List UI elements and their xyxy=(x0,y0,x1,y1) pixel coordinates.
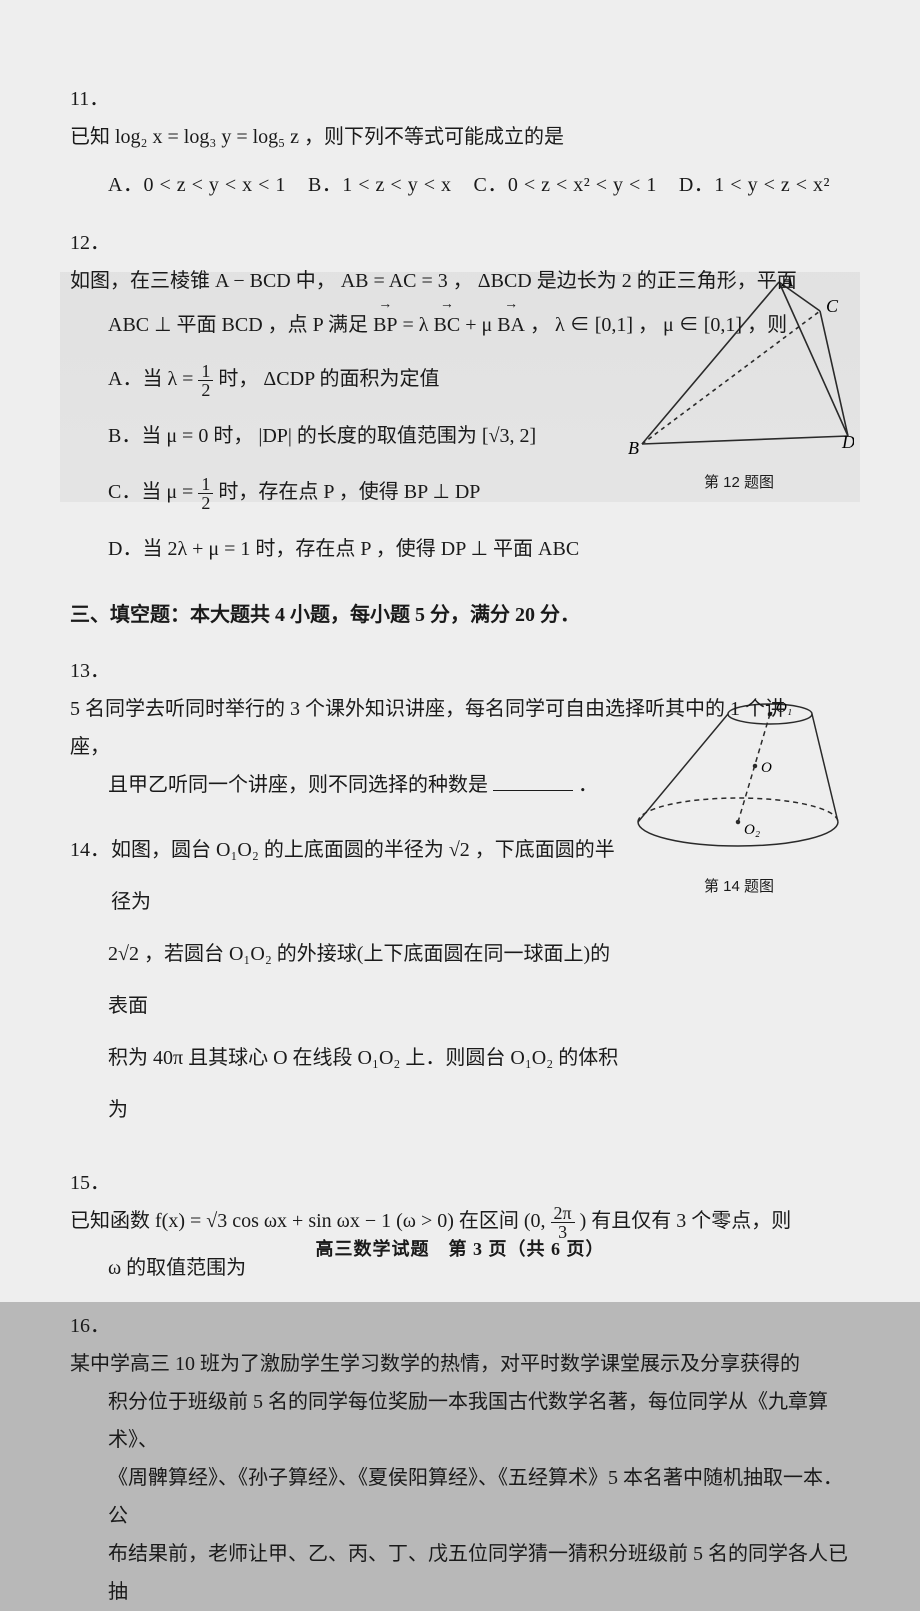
q16-l1: 某中学高三 10 班为了激励学生学习数学的热情，对平时数学课堂展示及分享获得的 xyxy=(70,1345,810,1383)
frac-d: 3 xyxy=(551,1223,575,1241)
exam-page: 11． 已知 log₂ x = log₃ y = log₅ z ，则下列不等式可… xyxy=(0,0,920,1302)
section-3-header: 三、填空题：本大题共 4 小题，每小题 5 分，满分 20 分． xyxy=(70,596,850,634)
q12-optD: D．当 2λ + μ = 1 时，存在点 P ，使得 DP ⊥ 平面 ABC xyxy=(108,530,850,568)
q14-l3: 积为 40π 且其球心 O 在线段 O₁O₂ 上．则圆台 O₁O₂ 的体积为 xyxy=(108,1032,628,1136)
q11-optB: B．1 < z < y < x xyxy=(308,174,452,196)
page-content: 11． 已知 log₂ x = log₃ y = log₅ z ，则下列不等式可… xyxy=(70,80,850,1611)
q15-l1b: ) 有且仅有 3 个零点，则 xyxy=(580,1210,792,1232)
q12-optB: B．当 μ = 0 时， |DP| 的长度的取值范围为 [√3, 2] xyxy=(108,417,850,455)
q12-C2: 时，存在点 P ，使得 BP ⊥ DP xyxy=(218,481,480,503)
frac-half-A: 1 2 xyxy=(198,362,213,399)
q16-l4: 布结果前，老师让甲、乙、丙、丁、戊五位同学猜一猜积分班级前 5 名的同学各人已抽 xyxy=(108,1535,850,1611)
question-16: 16． 某中学高三 10 班为了激励学生学习数学的热情，对平时数学课堂展示及分享… xyxy=(70,1307,850,1611)
vec-BA: BA xyxy=(497,306,525,344)
q16-number: 16． xyxy=(70,1307,106,1345)
q16-l3: 《周髀算经》、《孙子算经》、《夏侯阳算经》、《五经算术》5 本名著中随机抽取一本… xyxy=(108,1459,850,1535)
q12-optC: C．当 μ = 1 2 时，存在点 P ，使得 BP ⊥ DP xyxy=(108,473,850,512)
q12-l2b: ， λ ∈ [0,1] ， μ ∈ [0,1] ，则 xyxy=(530,314,787,336)
q11-optC: C．0 < z < x² < y < 1 xyxy=(474,174,657,196)
q14-l1: 如图，圆台 O₁O₂ 的上底面圆的半径为 √2 ，下底面圆的半径为 xyxy=(111,824,631,928)
q12-number: 12． xyxy=(70,224,106,262)
vec-BP: BP xyxy=(373,306,397,344)
q12-C1: C．当 μ = xyxy=(108,481,198,503)
q16-l2: 积分位于班级前 5 名的同学每位奖励一本我国古代数学名著，每位同学从《九章算术》… xyxy=(108,1383,850,1459)
q11-options: A．0 < z < y < x < 1 B．1 < z < y < x C．0 … xyxy=(108,166,850,204)
question-12: 12． 如图，在三棱锥 A − BCD 中， AB = AC = 3 ， ΔBC… xyxy=(70,224,850,568)
eq-plus: + μ xyxy=(465,314,492,336)
frac-half-C: 1 2 xyxy=(198,475,213,512)
frac-2pi3: 2π 3 xyxy=(551,1204,575,1241)
q14-number: 14． xyxy=(70,824,106,876)
question-14: 14． 如图，圆台 O₁O₂ 的上底面圆的半径为 √2 ，下底面圆的半径为 2√… xyxy=(70,824,850,1136)
question-15: 15． 已知函数 f(x) = √3 cos ωx + sin ωx − 1 (… xyxy=(70,1164,850,1287)
frac-n: 1 xyxy=(198,475,213,494)
q15-l2: ω 的取值范围为 xyxy=(108,1249,850,1287)
frac-d: 2 xyxy=(198,494,213,512)
q13-l1: 5 名同学去听同时举行的 3 个课外知识讲座，每名同学可自由选择听其中的 1 个… xyxy=(70,690,810,766)
q11-number: 11． xyxy=(70,80,106,118)
q11-stem: 已知 log₂ x = log₃ y = log₅ z ，则下列不等式可能成立的… xyxy=(70,118,810,156)
q12-A1: A．当 λ = xyxy=(108,368,198,390)
question-11: 11． 已知 log₂ x = log₃ y = log₅ z ，则下列不等式可… xyxy=(70,80,850,204)
q15-l1: 已知函数 f(x) = √3 cos ωx + sin ωx − 1 (ω > … xyxy=(70,1202,810,1241)
q12-optA: A．当 λ = 1 2 时， ΔCDP 的面积为定值 xyxy=(108,360,850,399)
q12-line2: ABC ⊥ 平面 BCD ，点 P 满足 BP = λ BC + μ BA ， … xyxy=(108,306,850,344)
frac-n: 2π xyxy=(551,1204,575,1223)
q12-l2a: ABC ⊥ 平面 BCD ，点 P 满足 xyxy=(108,314,373,336)
vec-BC: BC xyxy=(434,306,461,344)
q14-l2: 2√2 ，若圆台 O₁O₂ 的外接球(上下底面圆在同一球面上)的表面 xyxy=(108,928,628,1032)
q15-l1a: 已知函数 f(x) = √3 cos ωx + sin ωx − 1 (ω > … xyxy=(70,1210,551,1232)
q11-optD: D．1 < y < z < x² xyxy=(679,174,830,196)
frac-d: 2 xyxy=(198,381,213,399)
question-13: 13． 5 名同学去听同时举行的 3 个课外知识讲座，每名同学可自由选择听其中的… xyxy=(70,652,850,804)
q13-l2: 且甲乙听同一个讲座，则不同选择的种数是 ． xyxy=(108,766,850,804)
q13-l2a: 且甲乙听同一个讲座，则不同选择的种数是 xyxy=(108,774,488,796)
q15-number: 15． xyxy=(70,1164,106,1202)
q12-A2: 时， ΔCDP 的面积为定值 xyxy=(218,368,439,390)
q11-optA: A．0 < z < y < x < 1 xyxy=(108,174,286,196)
eq-lambda: = λ xyxy=(403,314,429,336)
q13-number: 13． xyxy=(70,652,106,690)
q13-blank xyxy=(493,772,573,791)
q13-l2b: ． xyxy=(578,774,598,796)
frac-n: 1 xyxy=(198,362,213,381)
